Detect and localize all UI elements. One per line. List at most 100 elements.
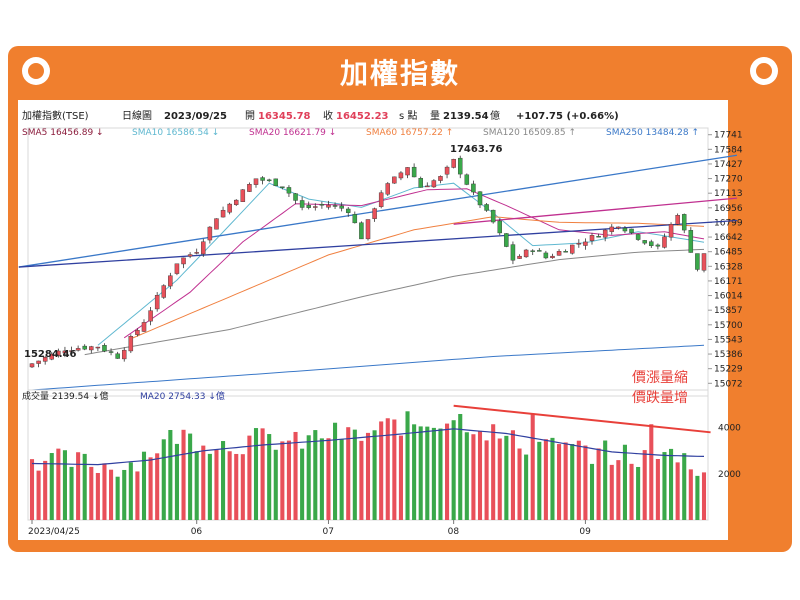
volume-bar [155,453,160,520]
volume-bar [115,476,120,520]
volume-bar [510,430,515,520]
volume-bar [62,450,67,520]
volume-bar [530,413,535,520]
volume-panel: 4000 2000 成交量 2139.54 ↓億 MA20 2754.33 ↓億 [22,389,741,521]
candle-body [168,275,173,287]
volume-bar [543,439,548,520]
volume-bar [537,441,542,520]
close-label: 收 [323,109,333,122]
volume-bar [629,463,634,520]
open-label: 開 [245,110,255,122]
candle-body [385,183,391,195]
volume-bar [484,440,489,520]
volume-bar [688,469,693,520]
candle-body [668,223,674,238]
volume-bar [576,440,581,520]
sma-line-sma20 [123,188,705,339]
candle-body [662,236,667,248]
candle-body [517,255,522,259]
price-tick-label: 16799 [714,218,743,228]
candle-body [345,208,351,213]
sma-line-sma120 [84,248,705,356]
volume-bar [655,458,660,520]
candle-body [563,251,568,253]
sma-legend-item: SMA10 16586.54 ↓ [132,128,219,138]
candle-body [405,167,410,176]
price-tick-label: 15072 [714,379,743,389]
volume-bar [194,451,199,520]
candle-body [187,254,193,257]
volume-bar [557,444,562,520]
volume-bar [359,440,364,520]
volume-bar [379,421,384,520]
candle-body [247,184,252,192]
date-tick-label: 06 [191,527,203,537]
volume-bar [583,445,588,520]
volume-axis: 4000 2000 [27,389,741,521]
volume-bar [122,469,127,520]
price-panel: 17741 17584 17427 17270 17113 16956 16799 16642… [18,127,743,406]
volume-bar [497,438,502,520]
volume-bar [372,430,377,520]
trendline [453,197,738,225]
volume-ma-line [31,428,705,466]
candle-body [207,226,213,241]
candle-body [49,353,55,360]
volume-tick-label: 4000 [718,424,741,434]
volume-bar [464,432,469,520]
volume-bar [43,460,48,520]
candle-body [82,345,87,350]
candle-body [556,251,562,256]
volume-bar [675,462,680,520]
candle-body [451,158,456,168]
candle-body [609,226,615,232]
candle-body [75,348,81,351]
volume-bar [596,448,601,520]
volume-bar [214,449,219,520]
price-tick-label: 17113 [714,189,743,199]
date-label: 2023/09/25 [164,111,227,122]
candle-body [319,204,325,206]
candle-body [29,363,35,368]
volume-bar [135,471,140,520]
high-annotation: 17463.76 [450,144,503,155]
price-tick-label: 16014 [714,292,743,302]
volume-bar [451,420,456,520]
price-tick-label: 17741 [714,131,743,141]
volume-bar [550,437,555,520]
volume-bar [102,463,107,520]
candle-body [418,178,423,188]
volume-bar [609,464,614,520]
price-tick-label: 16171 [714,277,743,287]
sma-legend-item: SMA60 16757.22 ↑ [366,128,453,138]
candle-body [649,241,654,246]
candle-body [431,180,437,188]
volume-label: 量 [430,110,440,122]
candle-body [161,285,167,298]
candle-body [392,176,397,184]
volume-bar [563,442,568,520]
sma-legend-item: SMA250 13484.28 ↑ [606,128,699,138]
volume-bar [95,472,100,520]
volume-bar [234,453,239,520]
candle-body [523,249,529,258]
volume-bar [300,448,305,520]
volume-bar [89,466,94,520]
candle-body [148,310,153,322]
candle-body [306,205,311,208]
volume-bar [418,426,423,520]
price-tick-label: 16642 [714,233,743,243]
candle-body [266,179,272,182]
volume-bar [682,453,687,520]
sma-legend-item: SMA5 16456.89 ↓ [22,128,104,138]
volume-bar [240,454,245,520]
volume-bar [477,430,483,520]
candle-body [701,253,707,271]
volume-bar [517,448,522,520]
volume-bar [128,462,133,520]
candle-body [497,220,503,234]
candle-body [635,234,641,240]
volume-unit: 億 [490,109,500,122]
date-tick-label: 07 [322,527,333,537]
candle-body [332,205,338,207]
